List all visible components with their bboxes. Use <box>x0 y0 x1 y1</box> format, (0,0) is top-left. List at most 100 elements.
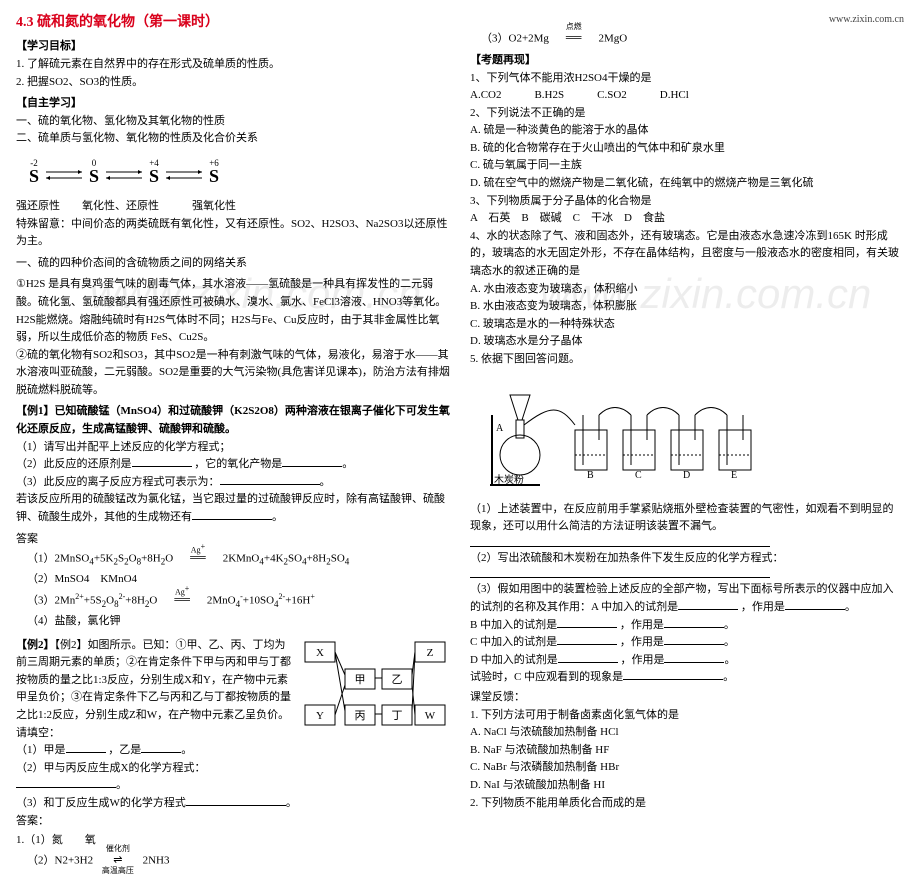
cb1: 1. 下列方法可用于制备卤素卤化氢气体的是 <box>470 707 904 725</box>
svg-text:丁: 丁 <box>392 710 403 722</box>
blank[interactable] <box>192 509 272 520</box>
goals-list: 1. 了解硫元素在自然界中的存在形式及硫单质的性质。 2. 把握SO2、SO3的… <box>16 56 450 91</box>
paragraph-1: ①H2S 是具有臭鸡蛋气味的剧毒气体，其水溶液——氢硫酸是一种具有挥发性的二元弱… <box>16 276 450 346</box>
review-head: 【考题再现】 <box>470 52 904 70</box>
example2-head: 【例2】 <box>16 639 55 651</box>
cb1-a: A. NaCl 与浓硫酸加热制备 HCl <box>470 724 904 742</box>
ex2-q2: （2）甲与丙反应生成X的化学方程式：。 <box>16 760 294 795</box>
property-line: 强还原性 氧化性、还原性 强氧化性 <box>16 198 450 216</box>
label: C 中加入的试剂是 <box>470 636 557 648</box>
blank[interactable] <box>470 567 770 578</box>
rv4-c: C. 玻璃态是水的一种特殊状态 <box>470 316 904 334</box>
special-note: 特殊留意：中间价态的两类硫既有氧化性，又有还原性。SO2、H2SO3、Na2SO… <box>16 216 450 251</box>
rv5-q3c: C 中加入的试剂是 ，作用是。 <box>470 634 904 652</box>
blank[interactable] <box>558 652 618 663</box>
ex2-q3-label: （3）和丁反应生成W的化学方程式 <box>16 797 186 809</box>
ex2-q1a: （1）甲是 <box>16 744 66 756</box>
blank[interactable] <box>282 456 342 467</box>
rv2-a: A. 硫是一种淡黄色的能溶于水的晶体 <box>470 122 904 140</box>
rv5-q3e: 试验时，C 中应观看到的现象是。 <box>470 669 904 687</box>
rv5-q3d: D 中加入的试剂是 ，作用是。 <box>470 652 904 670</box>
blank[interactable] <box>141 742 181 753</box>
rv4-a: A. 水由液态变为玻璃态，体积缩小 <box>470 281 904 299</box>
rv4-d: D. 玻璃态水是分子晶体 <box>470 333 904 351</box>
svg-text:E: E <box>731 470 737 481</box>
page-title: 4.3 硫和氮的氧化物（第一课时） <box>16 12 219 34</box>
ex2-q1: （1）甲是 ，乙是。 <box>16 742 294 760</box>
reaction-arrow: ⇌催化剂高温高压 <box>96 852 140 870</box>
apparatus-diagram: A木炭粉BCDE <box>480 375 904 495</box>
blank[interactable] <box>16 777 116 788</box>
rv1: 1、下列气体不能用浓H2SO4干燥的是 <box>470 70 904 88</box>
site-url: www.zixin.com.cn <box>470 12 904 28</box>
blank[interactable] <box>623 669 723 680</box>
blank[interactable] <box>664 617 724 628</box>
ex2-ans1: 1.（1）氮 氧 <box>16 832 450 850</box>
reaction-arrow: ══点燃 <box>552 30 596 48</box>
label: 试验时，C 中应观看到的现象是 <box>470 671 623 683</box>
svg-text:A: A <box>496 423 504 434</box>
ex2-q3: （3）和丁反应生成W的化学方程式。 <box>16 795 450 813</box>
cb1-b: B. NaF 与浓硫酸加热制备 HF <box>470 742 904 760</box>
label: ，作用是 <box>620 654 664 666</box>
blank[interactable] <box>132 456 192 467</box>
self-line: 一、硫的氧化物、氢化物及其氧化物的性质 <box>16 113 450 131</box>
goal-item: 1. 了解硫元素在自然界中的存在形式及硫单质的性质。 <box>16 56 450 74</box>
ex1-ans1: （1）2MnSO4+5K2S2O8+8H2O ══Ag+ 2KMnO4+4K2S… <box>16 550 450 569</box>
ex1-q3-label: （3）此反应的离子反应方程式可表示为： <box>16 476 220 488</box>
blank[interactable] <box>557 634 617 645</box>
blank[interactable] <box>785 599 845 610</box>
paragraph-2: ②硫的氧化物有SO2和SO3，其中SO2是一种有刺激气味的气体，易液化，易溶于水… <box>16 347 450 400</box>
self-line: 二、硫单质与氢化物、氧化物的性质及化合价关系 <box>16 130 450 148</box>
arrow-top: 点燃 <box>552 21 596 34</box>
blank[interactable] <box>664 652 724 663</box>
svg-text:D: D <box>683 470 690 481</box>
svg-text:丙: 丙 <box>355 710 366 722</box>
ex2-ans2-l: （2）N2+3H2 <box>27 854 93 866</box>
cb2: 2. 下列物质不能用单质化合而成的是 <box>470 795 904 813</box>
blank[interactable] <box>664 634 724 645</box>
blank[interactable] <box>220 474 320 485</box>
ex2-ans2-r: 2NH3 <box>143 854 170 866</box>
svg-text:C: C <box>635 470 642 481</box>
label: ，作用是 <box>620 636 664 648</box>
svg-text:S: S <box>89 166 99 186</box>
rv5-foot: 课堂反馈： <box>470 689 904 707</box>
ex2-q1b: ，乙是 <box>108 744 141 756</box>
ex1-mid: 若该反应所用的硫酸锰改为氯化锰，当它跟过量的过硫酸钾反应时，除有高锰酸钾、硫酸钾… <box>16 491 450 526</box>
blank[interactable] <box>557 617 617 628</box>
classroom-feedback: 1. 下列方法可用于制备卤素卤化氢气体的是 A. NaCl 与浓硫酸加热制备 H… <box>470 707 904 813</box>
rv3: 3、下列物质属于分子晶体的化合物是 <box>470 193 904 211</box>
svg-text:W: W <box>425 710 436 722</box>
ex1-ans3: （3）2Mn2++5S2O82-+8H2O ══Ag+ 2MnO4-+10SO4… <box>16 591 450 611</box>
blank[interactable] <box>186 795 286 806</box>
ex1-q1: （1）请写出并配平上述反应的化学方程式； <box>16 439 450 457</box>
svg-text:S: S <box>209 166 219 186</box>
rv5-q1: （1）上述装置中，在反应前用手掌紧贴烧瓶外壁检查装置的气密性，如观看不到明显的现… <box>470 501 904 536</box>
blank[interactable] <box>470 536 770 547</box>
svg-text:X: X <box>316 647 324 659</box>
ex1-q2a: （2）此反应的还原剂是 <box>16 458 132 470</box>
rv5-q3a2: ，作用是 <box>741 601 785 613</box>
cb1-d: D. NaI 与浓硫酸加热制备 HI <box>470 777 904 795</box>
ex1-q3: （3）此反应的离子反应方程式可表示为：。 <box>16 474 450 492</box>
svg-text:Y: Y <box>316 710 324 722</box>
rv4: 4、水的状态除了气、液和固态外，还有玻璃态。它是由液态水急速冷冻到165K 时形… <box>470 228 904 281</box>
svg-text:S: S <box>149 166 159 186</box>
svg-text:甲: 甲 <box>355 674 366 686</box>
svg-text:S: S <box>29 166 39 186</box>
svg-text:Z: Z <box>427 647 434 659</box>
rv4-b: B. 水由液态变为玻璃态，体积膨胀 <box>470 298 904 316</box>
self-study-head: 【自主学习】 <box>16 95 450 113</box>
ex2-ans3-l: （3）O2+2Mg <box>481 32 549 44</box>
rv5-q3: （3）假如用图中的装置检验上述反应的全部产物，写出下面标号所表示的仪器中应加入的… <box>470 581 904 616</box>
goal-item: 2. 把握SO2、SO3的性质。 <box>16 74 450 92</box>
rv3-opts: A 石英 B 碳碱 C 干冰 D 食盐 <box>470 210 904 228</box>
blank[interactable] <box>678 599 738 610</box>
blank[interactable] <box>66 742 106 753</box>
rv5: 5. 依据下图回答问题。 <box>470 351 904 369</box>
ex1-q2: （2）此反应的还原剂是 ，它的氧化产物是。 <box>16 456 450 474</box>
example1-head: 【例1】已知硫酸锰（MnSO4）和过硫酸钾（K2S2O8）两种溶液在银离子催化下… <box>16 405 450 435</box>
ex1-ans4: （4）盐酸，氯化钾 <box>16 613 450 631</box>
svg-text:B: B <box>587 470 594 481</box>
